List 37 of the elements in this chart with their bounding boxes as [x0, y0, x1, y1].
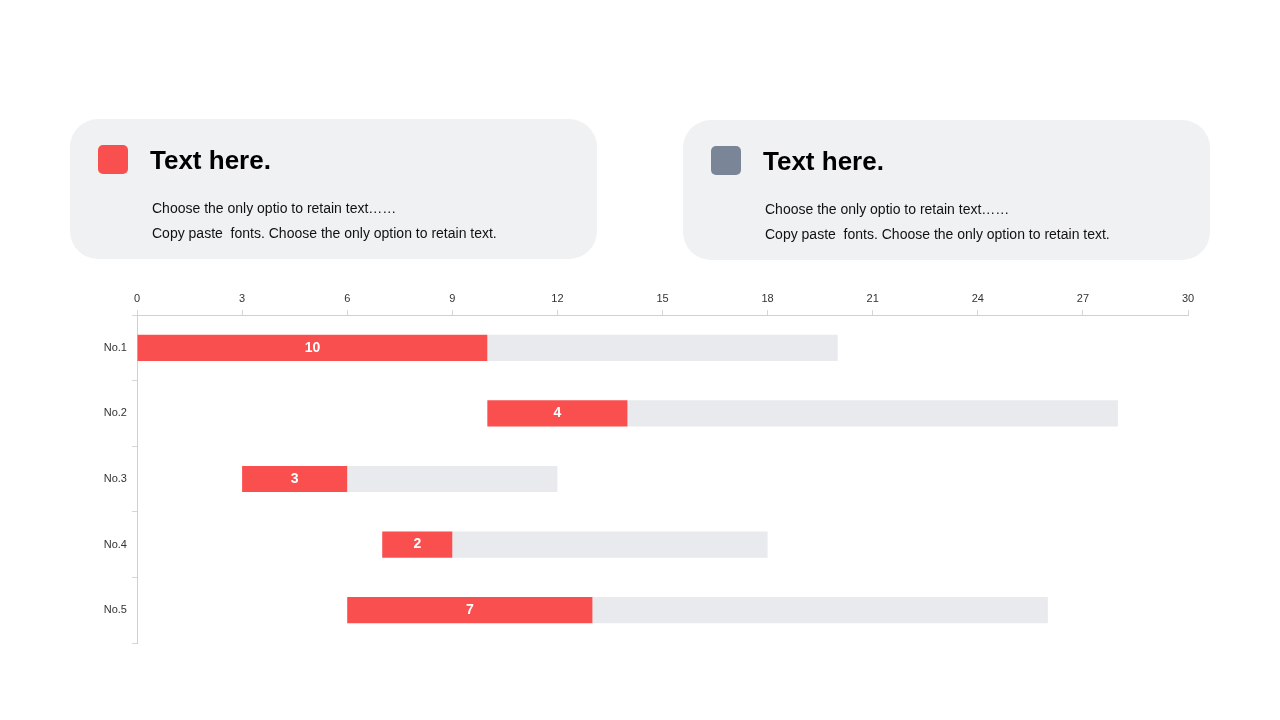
- x-tick-label: 12: [551, 292, 564, 305]
- text: Text here.: [150, 145, 271, 175]
- y-tick-label: No.2: [103, 406, 127, 419]
- bar: [347, 465, 558, 493]
- x-tick-label: 27: [1076, 292, 1090, 305]
- x-tick-label: 18: [761, 292, 774, 305]
- bar: [452, 531, 768, 558]
- x-tick-label: 0: [133, 292, 141, 305]
- y-tick-label: No.5: [103, 603, 127, 616]
- x-tick-label: 6: [344, 292, 351, 305]
- x-tick-label: 21: [866, 292, 879, 305]
- y-tick-label: No.1: [103, 340, 127, 353]
- data-label: 7: [465, 601, 474, 618]
- text: Copy paste fonts. Choose the only option to retain text.: [152, 224, 497, 243]
- bar: [137, 334, 488, 361]
- x-tick-label: 3: [239, 292, 246, 305]
- data-label: 10: [304, 338, 321, 355]
- text: Choose the only optio to retain text……: [152, 199, 398, 218]
- bar: [382, 531, 453, 558]
- bar: [242, 465, 348, 493]
- data-label: 3: [290, 469, 299, 486]
- bar: [592, 597, 1048, 624]
- bar: [487, 400, 628, 427]
- data-label: 2: [413, 535, 422, 552]
- x-tick-label: 24: [971, 292, 984, 305]
- x-tick-label: 15: [656, 292, 669, 305]
- y-tick-label: No.4: [103, 537, 127, 550]
- text: Copy paste fonts. Choose the only option to retain text.: [765, 225, 1110, 244]
- bar: [347, 597, 593, 624]
- text: Text here.: [763, 146, 884, 176]
- y-tick-label: No.3: [103, 472, 127, 485]
- data-label: 4: [553, 404, 562, 421]
- x-tick-label: 9: [449, 292, 456, 305]
- text: Choose the only optio to retain text……: [765, 200, 1011, 219]
- bar: [487, 334, 838, 361]
- x-tick-label: 30: [1181, 292, 1195, 305]
- bar: [627, 400, 1118, 427]
